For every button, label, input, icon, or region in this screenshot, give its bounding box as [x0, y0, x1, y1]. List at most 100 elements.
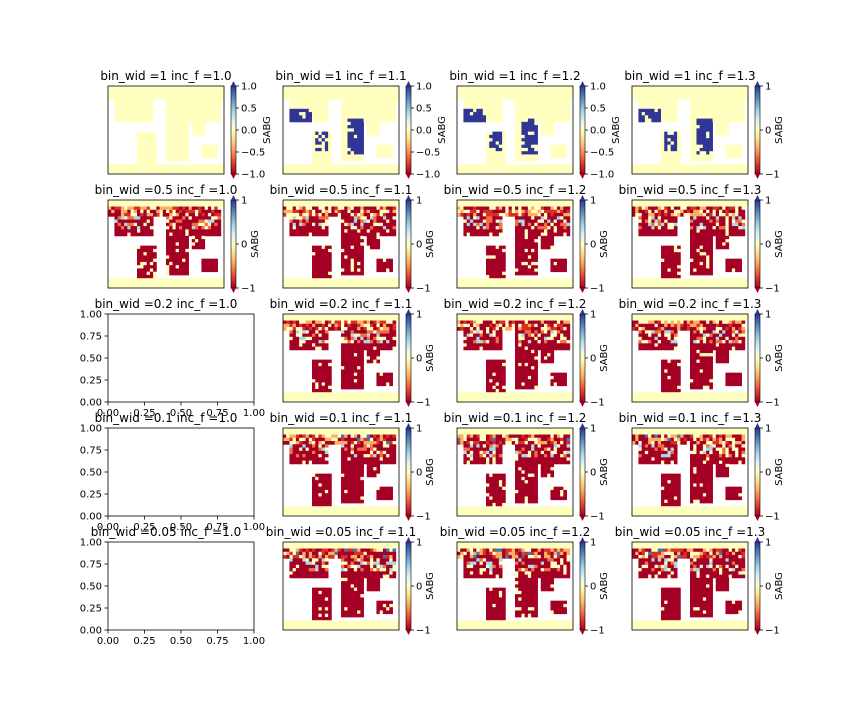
map-cell	[489, 278, 493, 282]
map-cell	[706, 203, 710, 207]
map-cell	[709, 239, 713, 243]
map-cell	[466, 281, 471, 286]
map-cell	[738, 102, 742, 106]
map-cell	[670, 105, 675, 110]
map-cell	[563, 115, 567, 119]
colorbar-gradient	[405, 85, 412, 175]
colorbar-tick-label: −0.5	[241, 148, 265, 159]
map-cell	[198, 213, 202, 217]
map-cell	[143, 232, 148, 237]
map-cell	[214, 89, 218, 93]
map-cell	[479, 229, 484, 233]
map-cell	[735, 92, 739, 97]
map-cell	[321, 151, 326, 155]
map-cell	[146, 170, 151, 175]
map-cell	[699, 235, 704, 240]
colorbar-tick-label: 1	[590, 196, 596, 207]
map-cell	[211, 112, 215, 116]
map-cell	[166, 154, 170, 159]
map-cell	[508, 92, 513, 97]
map-cell	[524, 268, 529, 273]
map-cell	[182, 268, 186, 273]
map-cell	[130, 108, 135, 113]
map-cell	[172, 278, 177, 282]
map-cell	[638, 167, 643, 172]
map-cell	[324, 99, 329, 103]
map-cell	[204, 281, 209, 286]
map-cell	[690, 138, 694, 142]
map-cell	[341, 248, 345, 253]
map-cell	[149, 160, 154, 165]
map-cell	[550, 209, 555, 214]
map-cell	[169, 125, 173, 129]
map-cell	[289, 102, 294, 106]
map-cell	[324, 86, 329, 90]
map-cell	[569, 281, 574, 286]
map-cell	[188, 222, 193, 227]
map-cell	[347, 281, 352, 286]
map-cell	[553, 167, 558, 172]
map-cell	[357, 86, 361, 90]
map-cell	[731, 99, 736, 103]
map-cell	[664, 138, 668, 142]
map-cell	[476, 118, 480, 123]
map-cell	[386, 108, 390, 113]
map-cell	[495, 167, 500, 172]
map-cell	[363, 216, 368, 220]
map-cell	[709, 86, 713, 90]
map-cell	[537, 108, 542, 113]
map-cell	[357, 242, 361, 247]
map-cell	[366, 170, 371, 175]
map-cell	[489, 255, 493, 260]
map-cell	[146, 252, 151, 256]
map-cell	[188, 229, 193, 233]
map-cell	[680, 206, 684, 211]
map-cell	[531, 261, 535, 266]
map-cell	[524, 278, 529, 282]
map-cell	[360, 222, 364, 227]
map-cell	[518, 242, 522, 247]
map-cell	[169, 134, 173, 139]
map-cell	[370, 245, 374, 250]
colorbar-extend-min	[580, 288, 585, 293]
map-cell	[195, 125, 199, 129]
map-cell	[511, 95, 516, 100]
map-cell	[537, 92, 542, 97]
map-cell	[673, 118, 678, 123]
map-cell	[137, 245, 141, 250]
map-cell	[518, 222, 522, 227]
map-cell	[690, 147, 694, 152]
map-cell	[143, 160, 148, 165]
map-cell	[389, 203, 393, 207]
map-cell	[321, 213, 326, 217]
map-cell	[133, 102, 138, 106]
map-cell	[486, 105, 490, 110]
map-cell	[560, 108, 564, 113]
map-cell	[188, 86, 193, 90]
colorbar-tick-label: −1.0	[241, 170, 265, 181]
map-cell	[492, 86, 497, 90]
map-cell	[146, 213, 151, 217]
map-cell	[661, 144, 665, 149]
map-cell	[341, 141, 345, 146]
map-cell	[328, 151, 332, 155]
map-cell	[220, 164, 225, 168]
map-cell	[479, 112, 484, 116]
map-cell	[544, 99, 548, 103]
map-cell	[389, 118, 393, 123]
map-cell	[188, 216, 193, 220]
map-cell	[198, 170, 202, 175]
colorbar-tick-label: −1.0	[590, 170, 614, 181]
map-cell	[482, 170, 487, 175]
map-cell	[156, 203, 160, 207]
map-cell	[735, 86, 739, 90]
map-cell	[654, 216, 659, 220]
map-cell	[376, 89, 381, 93]
map-cell	[344, 118, 348, 123]
map-cell	[353, 118, 358, 123]
map-cell	[563, 86, 567, 90]
map-cell	[149, 95, 154, 100]
map-cell	[524, 144, 529, 149]
map-cell	[373, 92, 377, 97]
map-cell	[547, 206, 551, 211]
